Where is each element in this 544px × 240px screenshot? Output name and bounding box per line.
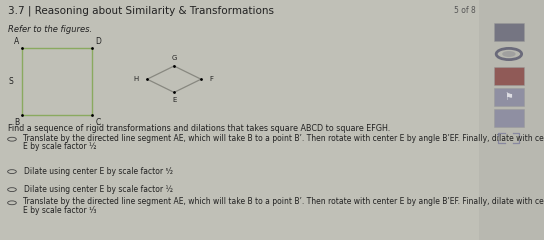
Text: B: B [14, 118, 19, 127]
Bar [494, 88, 524, 106]
Text: 3.7 | Reasoning about Similarity & Transformations: 3.7 | Reasoning about Similarity & Trans… [8, 6, 274, 17]
Text: Dilate using center E by scale factor ⁵⁄₂: Dilate using center E by scale factor ⁵⁄… [24, 167, 174, 176]
Circle shape [502, 51, 516, 57]
Bar [494, 24, 524, 41]
Bar [0, 0, 479, 240]
Text: Refer to the figures.: Refer to the figures. [8, 25, 92, 34]
Text: D: D [95, 36, 101, 46]
Text: G: G [171, 55, 177, 61]
Bar [494, 108, 524, 127]
Text: Dilate using center E by scale factor ½: Dilate using center E by scale factor ½ [24, 185, 174, 194]
Text: Translate by the directed line segment AE, which will take B to a point B’. Then: Translate by the directed line segment A… [23, 197, 544, 206]
Text: E: E [172, 97, 176, 103]
Text: C: C [95, 118, 101, 127]
Text: F: F [209, 76, 213, 82]
Text: ⚑: ⚑ [504, 92, 514, 102]
Text: A: A [14, 36, 19, 46]
Text: Find a sequence of rigid transformations and dilations that takes square ABCD to: Find a sequence of rigid transformations… [8, 124, 391, 132]
Text: 5 of 8: 5 of 8 [454, 6, 476, 15]
Text: S: S [9, 77, 14, 86]
Bar [494, 66, 524, 85]
Text: H: H [134, 76, 139, 82]
Text: E by scale factor ½: E by scale factor ½ [23, 142, 96, 151]
Text: Translate by the directed line segment AE, which will take B to a point B’. Then: Translate by the directed line segment A… [23, 134, 544, 143]
Text: E by scale factor ¹⁄₃: E by scale factor ¹⁄₃ [23, 206, 96, 215]
